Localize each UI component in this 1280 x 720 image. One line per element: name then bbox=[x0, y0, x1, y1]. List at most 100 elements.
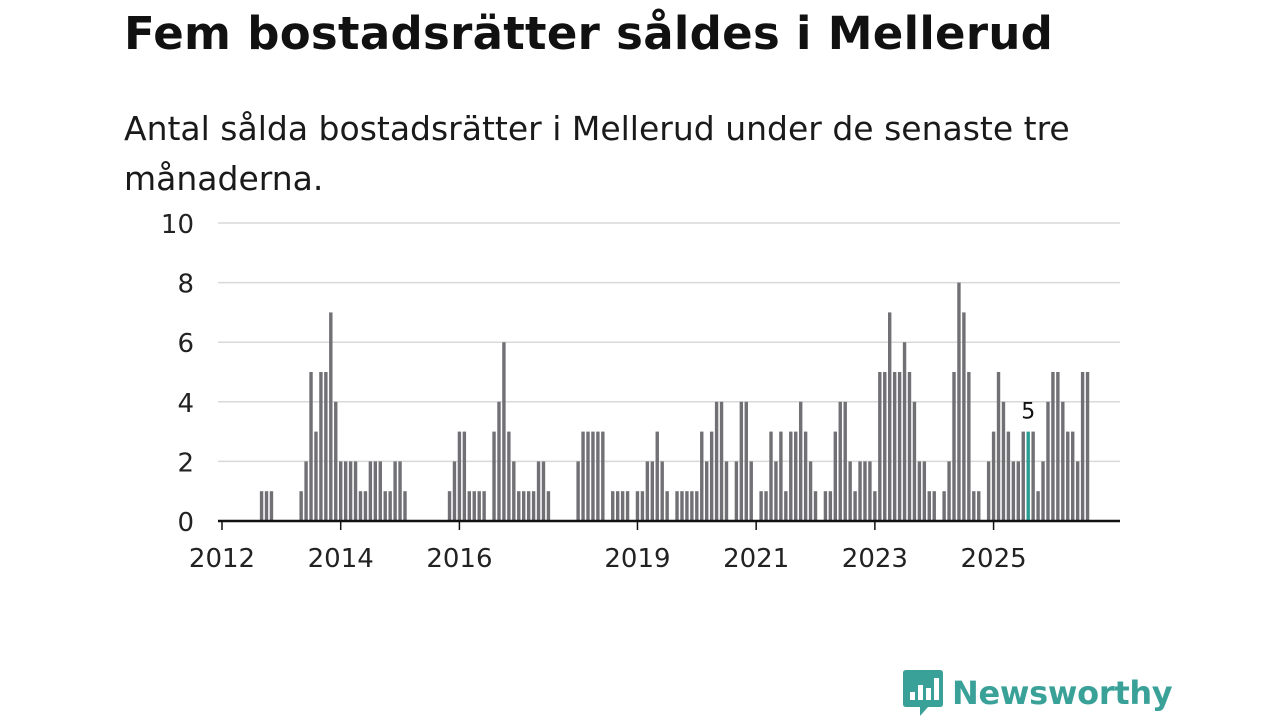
bar bbox=[863, 461, 867, 521]
bar bbox=[789, 431, 793, 521]
bar bbox=[1036, 491, 1040, 521]
bar bbox=[324, 372, 328, 521]
bar bbox=[457, 431, 462, 521]
bar bbox=[467, 491, 471, 521]
bar bbox=[927, 491, 931, 521]
bar bbox=[373, 461, 378, 521]
bar bbox=[912, 401, 917, 521]
bar bbox=[611, 491, 615, 521]
bar bbox=[977, 491, 981, 521]
bar bbox=[972, 491, 976, 521]
bar bbox=[477, 491, 481, 521]
data-label: 5 bbox=[1021, 400, 1035, 425]
bar bbox=[304, 461, 308, 521]
bar bbox=[1071, 431, 1075, 521]
bar bbox=[339, 461, 343, 521]
bar bbox=[601, 431, 605, 521]
bar bbox=[640, 491, 645, 521]
bar bbox=[779, 431, 783, 521]
bar bbox=[1016, 461, 1021, 521]
bar bbox=[695, 491, 699, 521]
bar bbox=[660, 461, 664, 521]
bar bbox=[853, 491, 857, 521]
bar bbox=[719, 401, 724, 521]
bar bbox=[620, 491, 625, 521]
bar bbox=[957, 282, 961, 521]
bar bbox=[675, 491, 679, 521]
newsworthy-chart-bubble-icon bbox=[903, 670, 943, 716]
chart-subtitle: Antal sålda bostadsrätter i Mellerud und… bbox=[124, 109, 1070, 198]
bar bbox=[1080, 372, 1085, 521]
bar bbox=[353, 461, 358, 521]
bar bbox=[1085, 372, 1090, 521]
bar bbox=[650, 461, 655, 521]
y-tick-label: 8 bbox=[177, 270, 194, 300]
bar bbox=[299, 491, 303, 521]
bar bbox=[591, 431, 595, 521]
bar bbox=[902, 342, 907, 521]
bar bbox=[1046, 401, 1050, 521]
y-tick-label: 0 bbox=[177, 508, 194, 538]
bar bbox=[962, 312, 966, 521]
bar bbox=[314, 431, 318, 521]
x-tick-label: 2016 bbox=[426, 544, 492, 574]
bar bbox=[759, 491, 763, 521]
bar bbox=[932, 491, 936, 521]
bar bbox=[892, 372, 897, 521]
bar bbox=[709, 431, 714, 521]
bar bbox=[764, 491, 768, 521]
axes: 0 2 4 6 8 10 2012 2014 2016 2019 2021 2023 2025 5 bbox=[161, 210, 1120, 574]
bar bbox=[947, 461, 951, 521]
bar bbox=[774, 461, 778, 521]
chart-title: Fem bostadsrätter såldes i Mellerud bbox=[124, 7, 1054, 60]
bar bbox=[447, 491, 452, 521]
bar bbox=[1066, 431, 1070, 521]
bar bbox=[922, 461, 927, 521]
bar bbox=[526, 491, 531, 521]
bar bbox=[264, 491, 269, 521]
bars bbox=[259, 282, 1090, 521]
bar bbox=[749, 461, 753, 521]
bar bbox=[833, 431, 838, 521]
x-tick-label: 2019 bbox=[604, 544, 670, 574]
bar bbox=[472, 491, 476, 521]
bar bbox=[868, 461, 872, 521]
y-tick-label: 4 bbox=[177, 389, 194, 419]
bar bbox=[1006, 431, 1011, 521]
bar bbox=[967, 372, 971, 521]
bar bbox=[665, 491, 669, 521]
bar bbox=[1061, 401, 1065, 521]
y-tick-label: 6 bbox=[177, 329, 194, 359]
bar bbox=[739, 401, 744, 521]
bar bbox=[343, 461, 348, 521]
bar bbox=[536, 461, 541, 521]
bar bbox=[462, 431, 467, 521]
bar bbox=[329, 312, 333, 521]
bar bbox=[858, 461, 862, 521]
bar bbox=[803, 431, 808, 521]
bar bbox=[541, 461, 546, 521]
bar bbox=[808, 461, 813, 521]
brand-name: Newsworthy bbox=[952, 674, 1173, 712]
bar bbox=[378, 461, 382, 521]
bar bbox=[838, 401, 842, 521]
highlight-bar bbox=[1026, 431, 1030, 521]
bar bbox=[1011, 461, 1016, 521]
bar bbox=[690, 491, 694, 521]
bar bbox=[319, 372, 323, 521]
y-tick-label: 2 bbox=[177, 448, 194, 478]
bar bbox=[635, 491, 640, 521]
bar bbox=[517, 491, 521, 521]
bar-chart: 0 2 4 6 8 10 2012 2014 2016 2019 2021 2023 2025 5 bbox=[161, 210, 1120, 574]
x-tick-label: 2021 bbox=[723, 544, 789, 574]
bar bbox=[878, 372, 882, 521]
bar bbox=[1075, 461, 1080, 521]
x-tick-label: 2014 bbox=[308, 544, 374, 574]
bar bbox=[917, 461, 922, 521]
bar bbox=[843, 401, 847, 521]
bar bbox=[1051, 372, 1055, 521]
bar bbox=[996, 372, 1001, 521]
bar bbox=[828, 491, 833, 521]
bar bbox=[363, 491, 368, 521]
bar bbox=[348, 461, 353, 521]
